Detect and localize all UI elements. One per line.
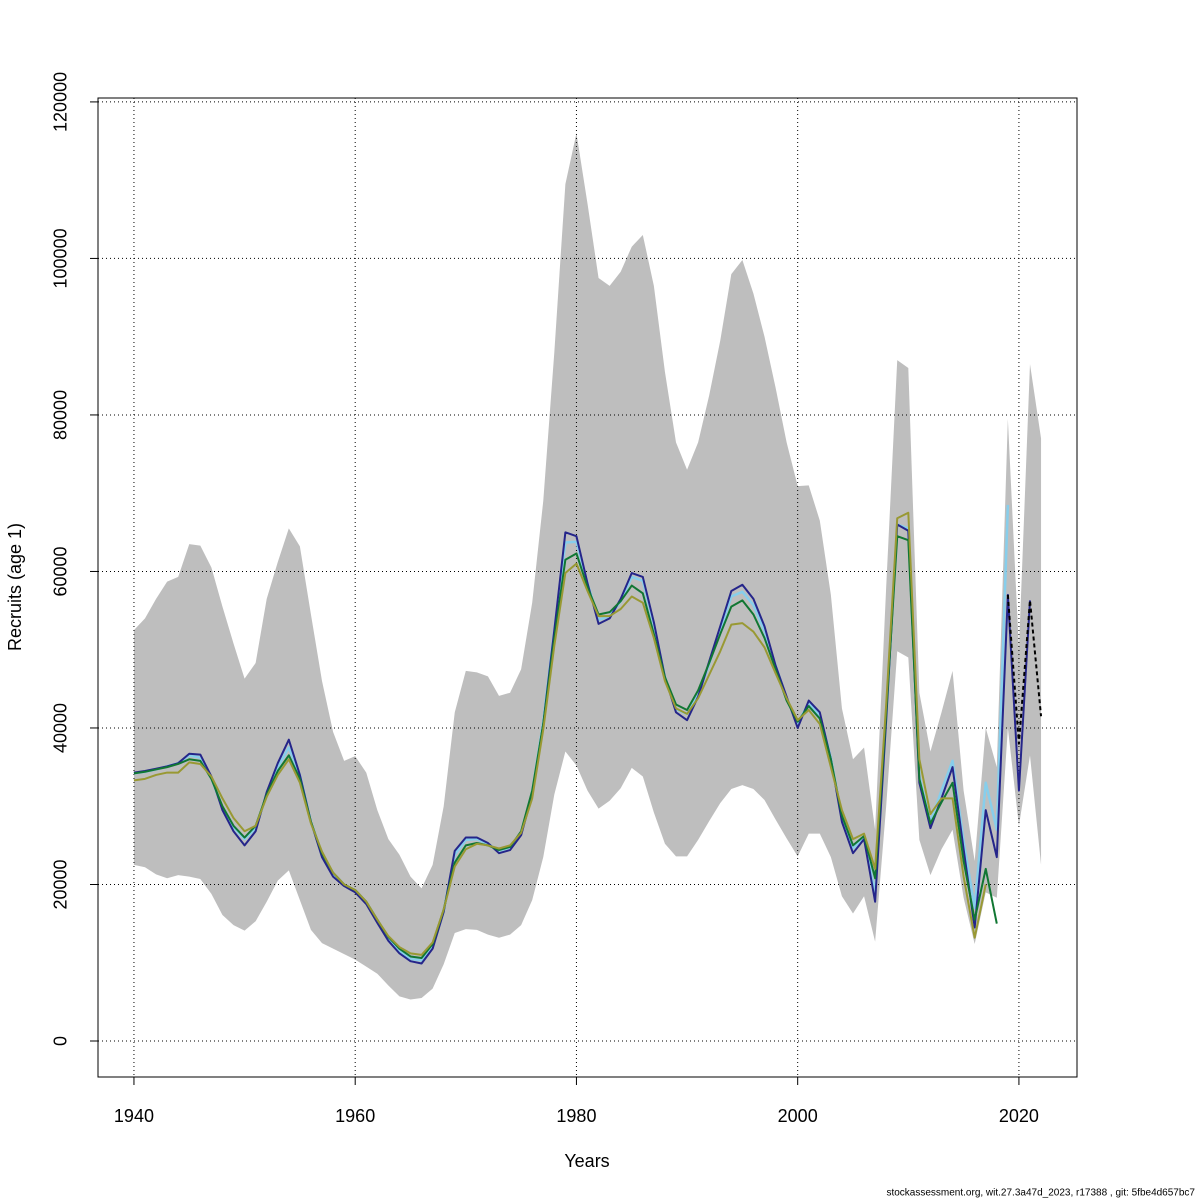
x-tick-label: 2020 (999, 1106, 1039, 1126)
confidence-band (133, 133, 1042, 1000)
x-axis-label: Years (564, 1151, 609, 1171)
series-line (133, 535, 998, 960)
series-line (133, 511, 987, 956)
plot-frame (97, 97, 1078, 1078)
y-tick-label: 120000 (51, 72, 71, 132)
x-tick-label: 1980 (556, 1106, 596, 1126)
y-tick-label: 80000 (51, 390, 71, 440)
series-line (133, 523, 1031, 965)
y-tick-label: 40000 (51, 703, 71, 753)
x-tick-label: 1960 (335, 1106, 375, 1126)
x-tick-label: 2000 (778, 1106, 818, 1126)
y-tick-label: 0 (51, 1036, 71, 1046)
y-axis-label: Recruits (age 1) (5, 523, 25, 651)
series-line (1006, 594, 1043, 745)
y-tick-label: 20000 (51, 859, 71, 909)
y-tick-label: 60000 (51, 546, 71, 596)
series-line (133, 504, 1010, 962)
x-tick-label: 1940 (114, 1106, 154, 1126)
footer: stockassessment.org, wit.27.3a47d_2023, … (886, 1188, 1195, 1199)
y-tick-label: 100000 (51, 228, 71, 288)
